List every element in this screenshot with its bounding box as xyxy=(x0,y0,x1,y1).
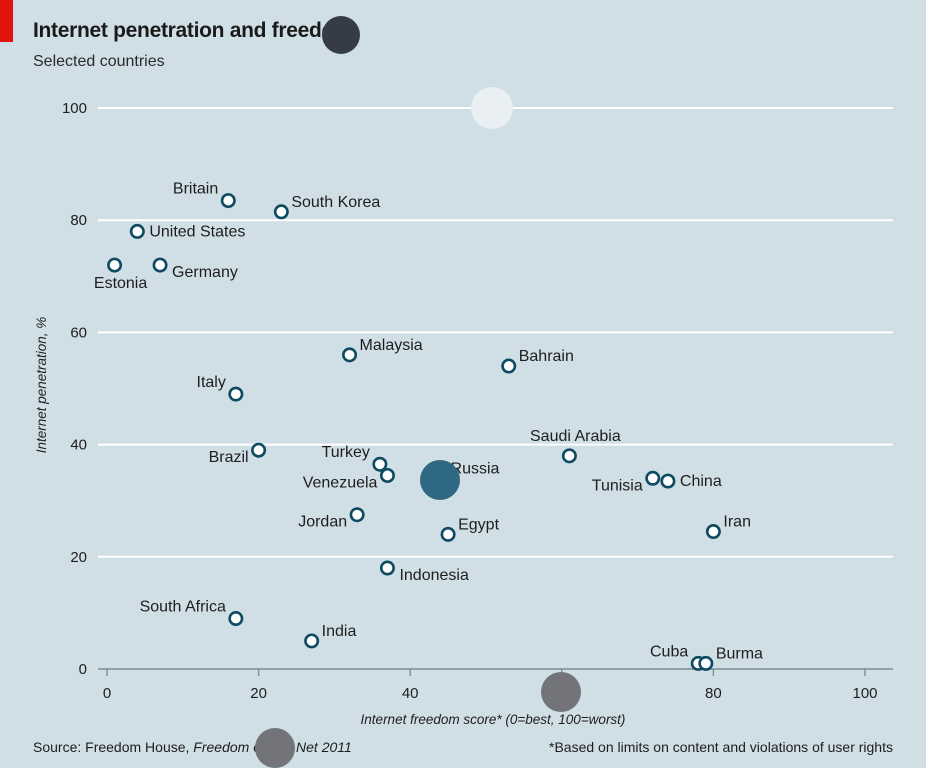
point-label: Venezuela xyxy=(303,474,378,491)
scatter-point xyxy=(107,257,123,273)
x-tick-label: 80 xyxy=(705,685,722,702)
scatter-point xyxy=(660,473,676,489)
scatter-point xyxy=(645,470,661,486)
point-label: Turkey xyxy=(322,444,370,461)
scatter-point xyxy=(129,223,145,239)
scatter-point xyxy=(220,193,236,209)
overlay-blob-dark xyxy=(322,16,360,54)
chart-title: Internet penetration and freedom xyxy=(33,19,353,42)
scatter-point xyxy=(440,526,456,542)
x-tick-label: 0 xyxy=(103,685,111,702)
scatter-point xyxy=(304,633,320,649)
point-label: Britain xyxy=(173,181,218,198)
scatter-point xyxy=(228,611,244,627)
y-tick-label: 20 xyxy=(70,549,87,566)
point-label: Indonesia xyxy=(399,567,468,584)
point-label: Iran xyxy=(723,514,751,531)
x-tick-label: 40 xyxy=(402,685,419,702)
footnote: *Based on limits on content and violatio… xyxy=(549,739,893,755)
point-label: India xyxy=(322,623,357,640)
point-label: United States xyxy=(149,223,245,240)
point-label: Tunisia xyxy=(592,477,643,494)
y-axis-title: Internet penetration, % xyxy=(34,317,49,454)
point-label: South Africa xyxy=(140,599,226,616)
point-label: Estonia xyxy=(94,275,147,292)
overlay-blob-light xyxy=(471,87,513,129)
scatter-point xyxy=(705,524,721,540)
y-tick-label: 60 xyxy=(70,324,87,341)
point-label: Egypt xyxy=(458,516,499,533)
scatter-point xyxy=(228,386,244,402)
point-label: Brazil xyxy=(209,449,249,466)
point-label: China xyxy=(680,473,722,490)
scatter-point xyxy=(251,442,267,458)
scatter-point xyxy=(349,507,365,523)
y-tick-label: 80 xyxy=(70,212,87,229)
y-tick-label: 40 xyxy=(70,437,87,454)
point-label: Jordan xyxy=(298,514,347,531)
scatter-point xyxy=(342,347,358,363)
overlay-blob-grey-source xyxy=(255,728,295,768)
x-axis-title: Internet freedom score* (0=best, 100=wor… xyxy=(361,712,626,727)
scatter-point xyxy=(379,467,395,483)
overlay-blob-teal xyxy=(420,460,460,500)
scatter-point xyxy=(273,204,289,220)
source-note: Source: Freedom House, Freedom on the Ne… xyxy=(33,739,352,755)
point-label: Bahrain xyxy=(519,348,574,365)
y-tick-label: 0 xyxy=(79,661,87,678)
y-tick-label: 100 xyxy=(62,100,87,117)
overlay-blob-grey-axis xyxy=(541,672,581,712)
point-label: Saudi Arabia xyxy=(530,428,621,445)
scatter-point xyxy=(372,456,388,472)
scatter-point xyxy=(561,448,577,464)
chart-subtitle: Selected countries xyxy=(33,53,165,70)
point-label: Malaysia xyxy=(360,337,423,354)
point-label: Cuba xyxy=(650,643,688,660)
point-label: South Korea xyxy=(291,194,380,211)
point-label: Russia xyxy=(451,460,500,477)
x-tick-label: 100 xyxy=(852,685,877,702)
brand-tag xyxy=(0,0,13,42)
source-prefix: Source: Freedom House, xyxy=(33,739,194,755)
scatter-point xyxy=(501,358,517,374)
scatter-point xyxy=(698,655,714,671)
point-label: Germany xyxy=(172,264,238,281)
x-tick-label: 20 xyxy=(250,685,267,702)
point-label: Italy xyxy=(197,374,226,391)
scatter-point xyxy=(152,257,168,273)
point-label: Burma xyxy=(716,645,763,662)
scatter-point xyxy=(379,560,395,576)
